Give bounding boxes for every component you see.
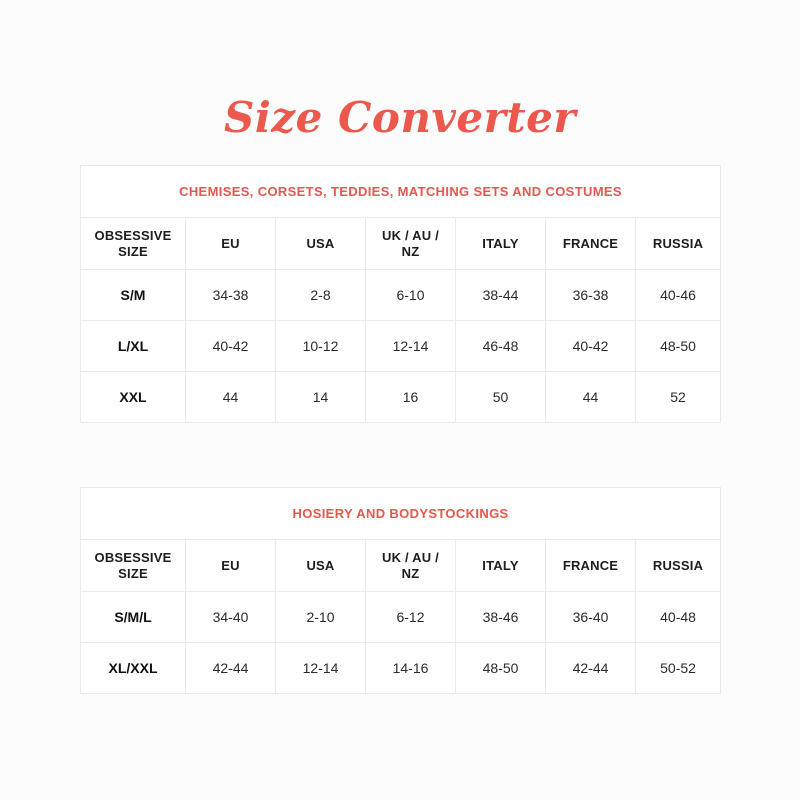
column-header-line-2: SIZE [118, 565, 148, 581]
column-header-eu: EU [185, 539, 276, 592]
table-row: L/XL 40-42 10-12 12-14 46-48 40-42 48-50 [80, 320, 722, 372]
cell-italy: 38-44 [455, 269, 546, 321]
column-header-usa: USA [275, 539, 366, 592]
section-title-hosiery: HOSIERY AND BODYSTOCKINGS [79, 487, 722, 540]
cell-france: 44 [545, 371, 636, 423]
cell-russia: 40-46 [634, 269, 722, 321]
column-header-italy: ITALY [455, 217, 546, 270]
cell-france: 42-44 [545, 642, 636, 694]
cell-russia: 52 [634, 371, 722, 423]
row-label: S/M [80, 269, 186, 321]
section-title-chemises: CHEMISES, CORSETS, TEDDIES, MATCHING SET… [79, 165, 722, 218]
table-row: XL/XXL 42-44 12-14 14-16 48-50 42-44 50-… [80, 642, 722, 694]
row-label: S/M/L [80, 591, 186, 643]
column-header-line-1: OBSESSIVE [94, 549, 172, 565]
cell-uk-au-nz: 6-10 [365, 269, 456, 321]
column-header-obsessive-size: OBSESSIVE SIZE [80, 217, 186, 270]
cell-uk-au-nz: 12-14 [365, 320, 456, 372]
cell-uk-au-nz: 14-16 [365, 642, 456, 694]
size-table-chemises: CHEMISES, CORSETS, TEDDIES, MATCHING SET… [79, 165, 722, 423]
column-header-uk-au-nz: UK / AU / NZ [365, 217, 456, 270]
column-header-line-2: NZ [401, 243, 420, 259]
row-label: XL/XXL [80, 642, 186, 694]
cell-russia: 50-52 [634, 642, 722, 694]
table-row: S/M 34-38 2-8 6-10 38-44 36-38 40-46 [80, 269, 722, 321]
column-header-france: FRANCE [545, 539, 636, 592]
cell-usa: 10-12 [275, 320, 366, 372]
table-row: XXL 44 14 16 50 44 52 [80, 371, 722, 423]
cell-usa: 2-8 [275, 269, 366, 321]
cell-italy: 46-48 [455, 320, 546, 372]
row-label: L/XL [80, 320, 186, 372]
cell-france: 36-40 [545, 591, 636, 643]
cell-usa: 2-10 [275, 591, 366, 643]
column-header-line-1: OBSESSIVE [94, 227, 172, 243]
column-header-eu: EU [185, 217, 276, 270]
size-table-hosiery: HOSIERY AND BODYSTOCKINGS OBSESSIVE SIZE… [79, 487, 722, 694]
cell-eu: 44 [185, 371, 276, 423]
cell-uk-au-nz: 6-12 [365, 591, 456, 643]
column-header-line-2: SIZE [118, 243, 148, 259]
cell-eu: 34-38 [185, 269, 276, 321]
cell-italy: 38-46 [455, 591, 546, 643]
column-header-row: OBSESSIVE SIZE EU USA UK / AU / NZ ITALY… [80, 539, 722, 592]
cell-italy: 48-50 [455, 642, 546, 694]
page-title: Size Converter [224, 93, 576, 142]
cell-eu: 40-42 [185, 320, 276, 372]
column-header-uk-au-nz: UK / AU / NZ [365, 539, 456, 592]
column-header-obsessive-size: OBSESSIVE SIZE [80, 539, 186, 592]
cell-france: 36-38 [545, 269, 636, 321]
row-label: XXL [80, 371, 186, 423]
column-header-row: OBSESSIVE SIZE EU USA UK / AU / NZ ITALY… [80, 217, 722, 270]
cell-usa: 12-14 [275, 642, 366, 694]
cell-france: 40-42 [545, 320, 636, 372]
column-header-italy: ITALY [455, 539, 546, 592]
cell-russia: 40-48 [634, 591, 722, 643]
column-header-france: FRANCE [545, 217, 636, 270]
section-title-row: HOSIERY AND BODYSTOCKINGS [79, 487, 722, 540]
column-header-line-2: NZ [401, 565, 420, 581]
cell-usa: 14 [275, 371, 366, 423]
cell-uk-au-nz: 16 [365, 371, 456, 423]
section-title-row: CHEMISES, CORSETS, TEDDIES, MATCHING SET… [79, 165, 722, 218]
column-header-line-1: UK / AU / [382, 227, 439, 243]
column-header-usa: USA [275, 217, 366, 270]
column-header-russia: RUSSIA [634, 217, 722, 270]
column-header-line-1: UK / AU / [382, 549, 439, 565]
cell-italy: 50 [455, 371, 546, 423]
column-header-russia: RUSSIA [634, 539, 722, 592]
cell-eu: 42-44 [185, 642, 276, 694]
cell-russia: 48-50 [634, 320, 722, 372]
cell-eu: 34-40 [185, 591, 276, 643]
table-row: S/M/L 34-40 2-10 6-12 38-46 36-40 40-48 [80, 591, 722, 643]
